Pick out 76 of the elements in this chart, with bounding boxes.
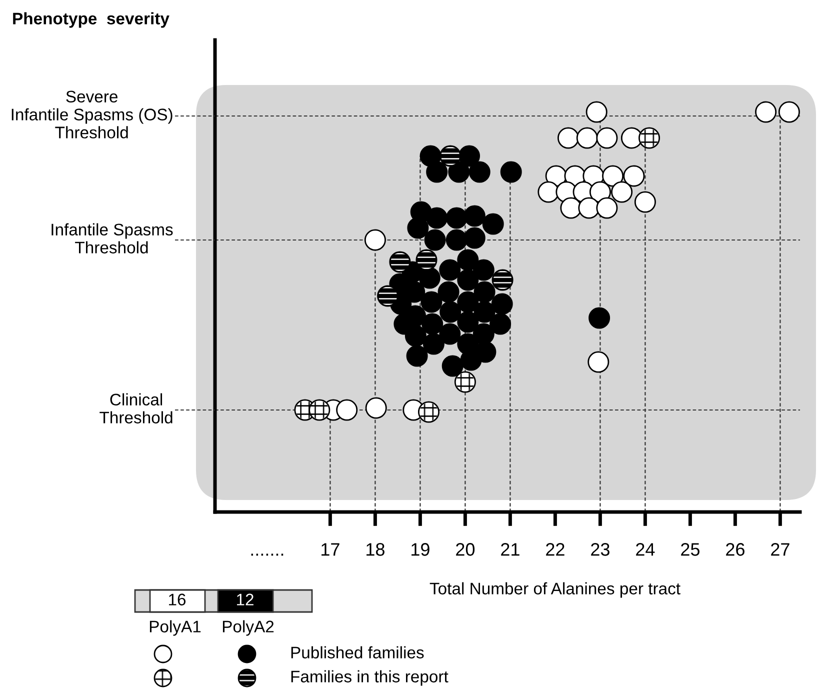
point <box>464 205 486 227</box>
point <box>336 399 358 421</box>
point <box>418 267 440 289</box>
x-tick-label: 17 <box>322 543 340 556</box>
point <box>426 207 448 229</box>
point <box>557 127 580 149</box>
point <box>404 325 426 347</box>
point <box>482 213 504 235</box>
point <box>404 281 426 303</box>
text: 12 <box>237 594 254 606</box>
text: Published families <box>291 646 424 658</box>
point <box>407 217 429 239</box>
x-axis-title: Total Number of Alanines per tract <box>430 582 680 598</box>
point <box>446 207 468 229</box>
point <box>588 307 610 329</box>
point <box>623 165 645 187</box>
text: Families in this report <box>291 670 448 686</box>
text: 16 <box>169 594 186 606</box>
point <box>602 165 624 187</box>
point <box>420 291 442 313</box>
point <box>426 161 448 183</box>
point <box>586 101 608 123</box>
point <box>464 227 486 249</box>
point <box>442 355 464 377</box>
ref-line-label: Severe Infantile Spasms (OS) Threshold <box>12 90 172 138</box>
x-tick-label: ....... <box>251 554 284 556</box>
text: PolyA2 <box>222 620 274 636</box>
text: Phenotype severity <box>13 12 170 28</box>
point <box>474 301 496 323</box>
x-tick-label: 23 <box>591 543 610 556</box>
point <box>620 127 642 149</box>
point <box>457 269 479 291</box>
point <box>491 293 513 315</box>
point <box>596 197 618 219</box>
point <box>778 101 800 123</box>
point <box>500 161 522 183</box>
point <box>490 313 512 335</box>
point <box>457 249 479 271</box>
text: PolyA1 <box>150 620 201 636</box>
x-tick-label: 19 <box>412 543 430 556</box>
point <box>440 301 462 323</box>
point <box>588 351 610 373</box>
x-tick-label: 21 <box>501 543 520 556</box>
x-tick-label: 26 <box>726 543 744 556</box>
x-tick-label: 18 <box>366 543 384 556</box>
point <box>755 101 777 123</box>
point <box>439 323 461 345</box>
point <box>424 229 446 251</box>
point <box>538 181 560 203</box>
point <box>457 311 479 333</box>
point <box>472 259 494 281</box>
point <box>560 197 582 219</box>
x-tick-label: 20 <box>456 543 475 556</box>
point <box>578 197 600 219</box>
point <box>448 161 470 183</box>
x-tick-label: 24 <box>636 543 655 556</box>
point <box>422 333 444 355</box>
x-tick-label: 22 <box>546 543 564 556</box>
point <box>364 229 386 251</box>
point <box>576 127 598 149</box>
point <box>446 229 468 251</box>
x-tick-label: 25 <box>681 543 700 556</box>
ref-line-label: Infantile Spasms Threshold <box>52 223 173 254</box>
point <box>406 345 428 367</box>
point <box>474 281 496 303</box>
point <box>457 291 479 313</box>
point <box>611 181 633 203</box>
point <box>634 191 656 213</box>
point <box>596 127 618 149</box>
point <box>438 281 460 303</box>
point <box>468 161 490 183</box>
point <box>439 259 461 281</box>
point <box>365 397 387 419</box>
ref-line-label: Clinical Threshold <box>100 393 172 424</box>
point <box>422 313 444 335</box>
x-tick-label: 27 <box>771 543 790 556</box>
